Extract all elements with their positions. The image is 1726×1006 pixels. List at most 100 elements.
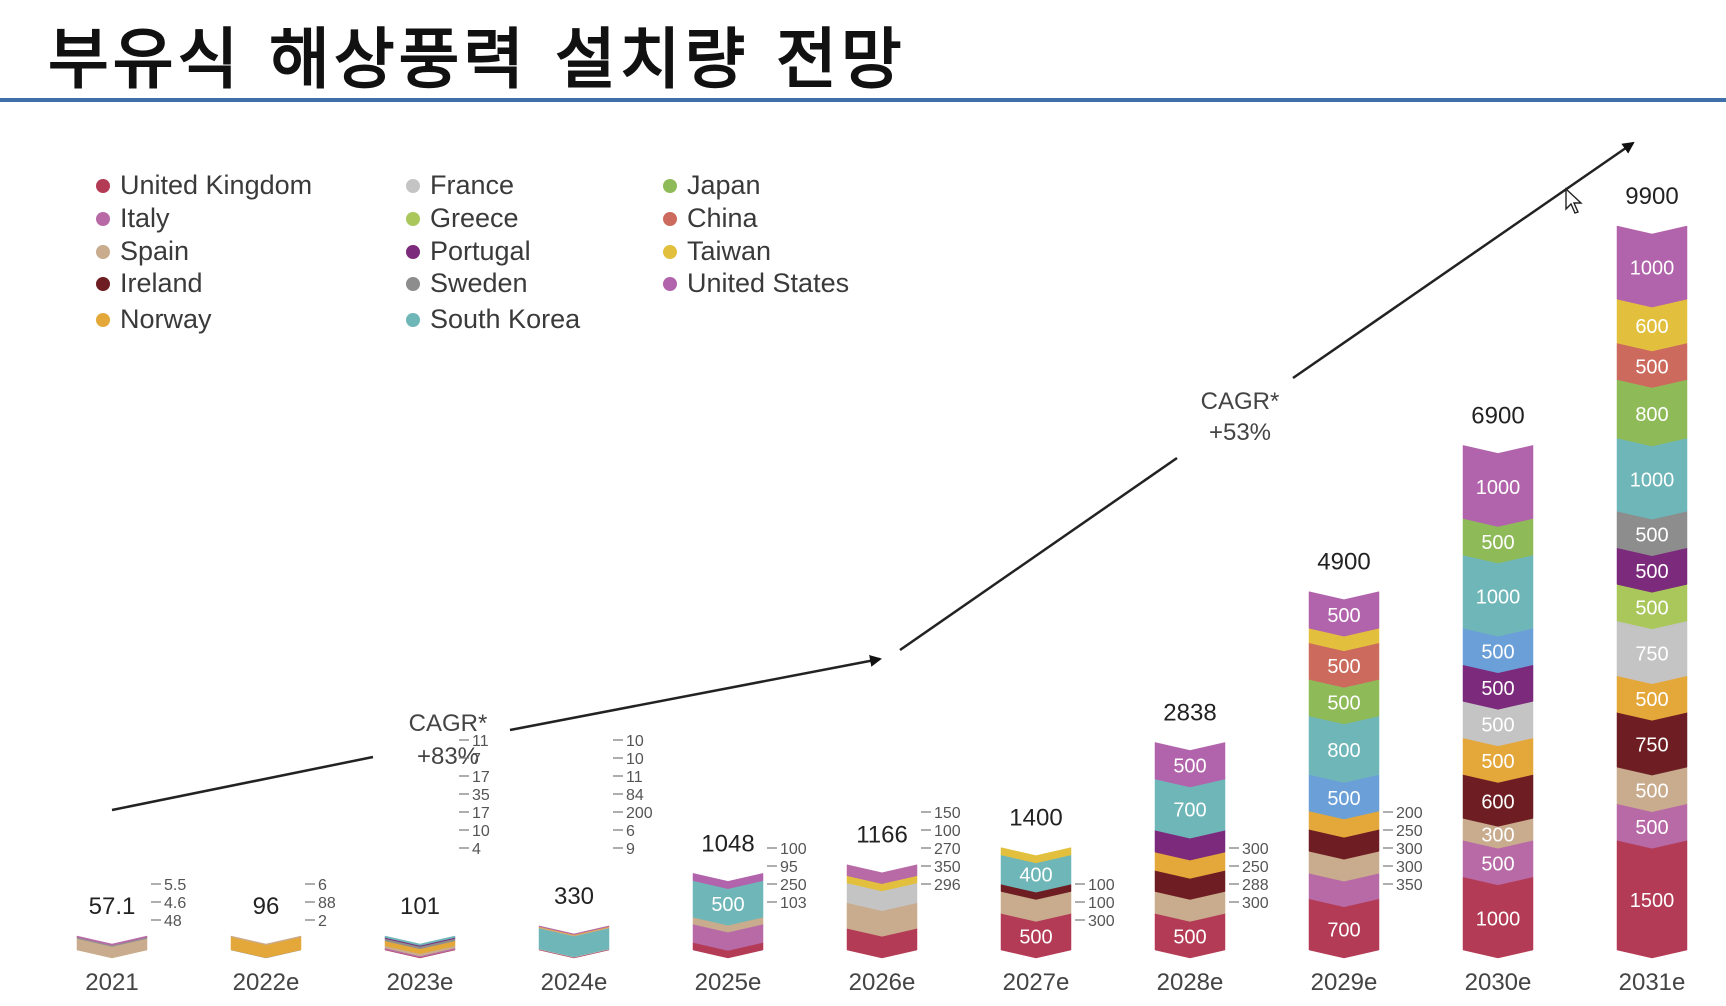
legend-label: Italy bbox=[120, 203, 170, 233]
side-value-label: 288 bbox=[1242, 877, 1269, 894]
segment-label: 600 bbox=[1481, 791, 1514, 813]
segment-label: 1500 bbox=[1630, 890, 1675, 912]
legend-item: United Kingdom bbox=[96, 170, 312, 201]
cagr-label: CAGR* bbox=[1201, 388, 1280, 415]
side-value-label: 5.5 bbox=[164, 877, 186, 894]
legend-swatch bbox=[663, 211, 677, 226]
header: 부유식 해상풍력 설치량 전망 bbox=[0, 0, 1726, 104]
bar-segment bbox=[1154, 742, 1226, 788]
segment-label: 750 bbox=[1635, 643, 1668, 665]
segment-label: 500 bbox=[1635, 356, 1668, 378]
segment-label: 500 bbox=[1327, 693, 1360, 715]
segment-label: 500 bbox=[1635, 561, 1668, 583]
segment-label: 500 bbox=[1481, 678, 1514, 700]
side-value-label: 48 bbox=[164, 913, 182, 930]
segment-label: 500 bbox=[1635, 689, 1668, 711]
side-value-label: 250 bbox=[1396, 823, 1423, 840]
legend-swatch bbox=[663, 276, 677, 291]
legend-item: Japan bbox=[663, 170, 761, 201]
x-tick-label: 2027e bbox=[1003, 969, 1070, 996]
legend-swatch bbox=[663, 244, 677, 259]
side-value-label: 270 bbox=[934, 841, 961, 858]
bar-segment bbox=[1616, 225, 1688, 308]
side-value-label: 10 bbox=[626, 751, 644, 768]
side-value-label: 35 bbox=[472, 787, 490, 804]
x-tick-label: 2031e bbox=[1619, 969, 1686, 996]
x-tick-label: 2023e bbox=[387, 969, 454, 996]
segment-label: 1000 bbox=[1476, 587, 1521, 609]
side-value-label: 10 bbox=[472, 823, 490, 840]
x-tick-label: 2025e bbox=[695, 969, 762, 996]
bars-group: 57.12021484.65.5962022e28861012023e41017… bbox=[76, 183, 1688, 996]
bar-segment bbox=[846, 864, 918, 884]
total-label: 1048 bbox=[701, 830, 754, 857]
segment-label: 500 bbox=[711, 894, 744, 916]
x-tick-label: 2030e bbox=[1465, 969, 1532, 996]
legend-swatch bbox=[96, 178, 110, 193]
segment-label: 500 bbox=[1173, 927, 1206, 949]
legend-label: Norway bbox=[120, 304, 212, 334]
bar-segment bbox=[538, 925, 610, 935]
side-value-label: 9 bbox=[626, 841, 635, 858]
bar-segment bbox=[230, 936, 302, 958]
legend-swatch bbox=[406, 244, 420, 259]
side-value-label: 100 bbox=[934, 823, 961, 840]
mouse-cursor-icon bbox=[1565, 187, 1583, 214]
legend-swatch bbox=[96, 211, 110, 226]
legend-label: China bbox=[687, 203, 758, 233]
segment-label: 1000 bbox=[1630, 470, 1675, 492]
side-value-label: 296 bbox=[934, 877, 961, 894]
segment-label: 700 bbox=[1327, 919, 1360, 941]
legend-label: Greece bbox=[430, 203, 519, 233]
legend-item: Norway bbox=[96, 304, 212, 335]
bar-segment bbox=[1462, 445, 1534, 527]
stacked-bar-chart: CAGR* +83% CAGR* +53% 57.12021484.65.596… bbox=[76, 141, 1688, 996]
side-value-label: 7 bbox=[472, 751, 481, 768]
side-value-label: 100 bbox=[1088, 895, 1115, 912]
bar-segment bbox=[1308, 591, 1380, 637]
segment-label: 300 bbox=[1481, 824, 1514, 846]
x-tick-label: 2029e bbox=[1311, 969, 1378, 996]
total-label: 330 bbox=[554, 883, 594, 910]
side-value-label: 350 bbox=[934, 859, 961, 876]
legend-item: China bbox=[663, 203, 758, 234]
segment-label: 500 bbox=[1327, 605, 1360, 627]
segment-label: 500 bbox=[1635, 598, 1668, 620]
side-value-label: 200 bbox=[626, 805, 653, 822]
legend-swatch bbox=[406, 211, 420, 226]
cagr-arrow-2: CAGR* +53% bbox=[899, 141, 1635, 652]
legend-swatch bbox=[96, 244, 110, 259]
bar-segment bbox=[76, 938, 148, 959]
side-value-label: 250 bbox=[1242, 859, 1269, 876]
segment-label: 1000 bbox=[1476, 908, 1521, 930]
legend-swatch bbox=[96, 276, 110, 291]
legend-label: Sweden bbox=[430, 268, 528, 298]
segment-label: 500 bbox=[1635, 780, 1668, 802]
legend-label: United States bbox=[687, 268, 850, 298]
x-tick-label: 2024e bbox=[541, 969, 608, 996]
segment-label: 800 bbox=[1327, 740, 1360, 762]
side-value-label: 250 bbox=[780, 877, 807, 894]
cagr-value: +83% bbox=[417, 743, 479, 770]
side-value-label: 100 bbox=[780, 841, 807, 858]
legend-label: South Korea bbox=[430, 304, 581, 334]
total-label: 1166 bbox=[856, 822, 908, 849]
bar-segment bbox=[1000, 847, 1072, 864]
total-label: 57.1 bbox=[89, 893, 136, 920]
side-value-label: 11 bbox=[472, 733, 489, 750]
cagr-value: +53% bbox=[1209, 419, 1271, 446]
side-value-label: 103 bbox=[780, 895, 807, 912]
side-value-label: 200 bbox=[1396, 805, 1423, 822]
total-label: 101 bbox=[400, 893, 440, 920]
total-label: 1400 bbox=[1009, 805, 1062, 832]
segment-label: 500 bbox=[1635, 817, 1668, 839]
legend-label: Taiwan bbox=[687, 236, 772, 266]
side-value-label: 11 bbox=[626, 769, 643, 786]
legend-label: France bbox=[430, 170, 515, 200]
side-value-label: 350 bbox=[1396, 877, 1423, 894]
segment-label: 500 bbox=[1481, 854, 1514, 876]
side-value-label: 300 bbox=[1242, 895, 1269, 912]
side-value-label: 88 bbox=[318, 895, 336, 912]
side-value-label: 10 bbox=[626, 733, 644, 750]
segment-label: 500 bbox=[1481, 642, 1514, 664]
